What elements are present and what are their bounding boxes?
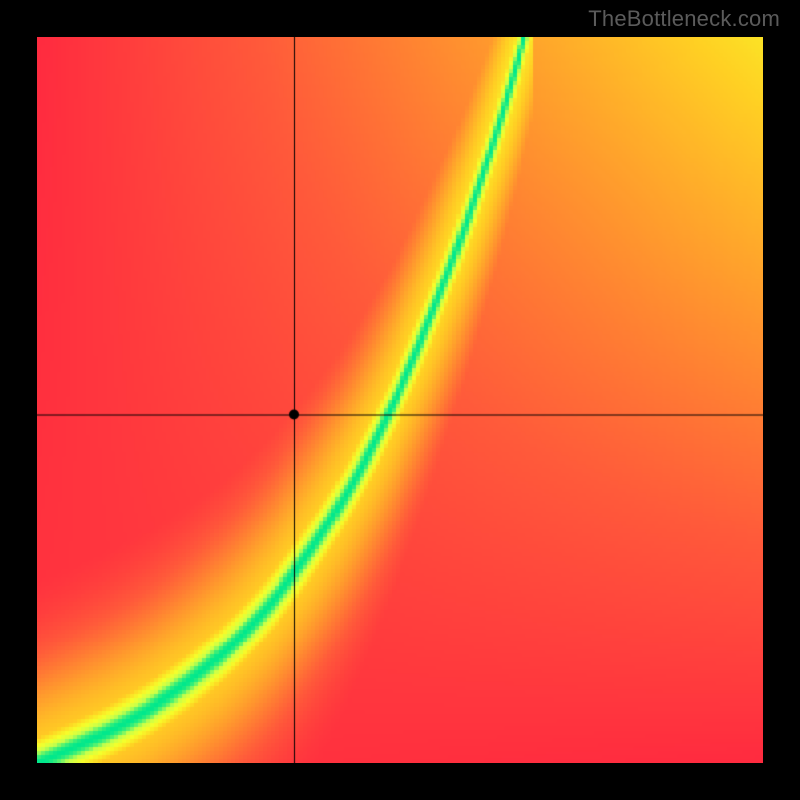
crosshair-overlay	[37, 37, 763, 763]
watermark-text: TheBottleneck.com	[588, 6, 780, 32]
